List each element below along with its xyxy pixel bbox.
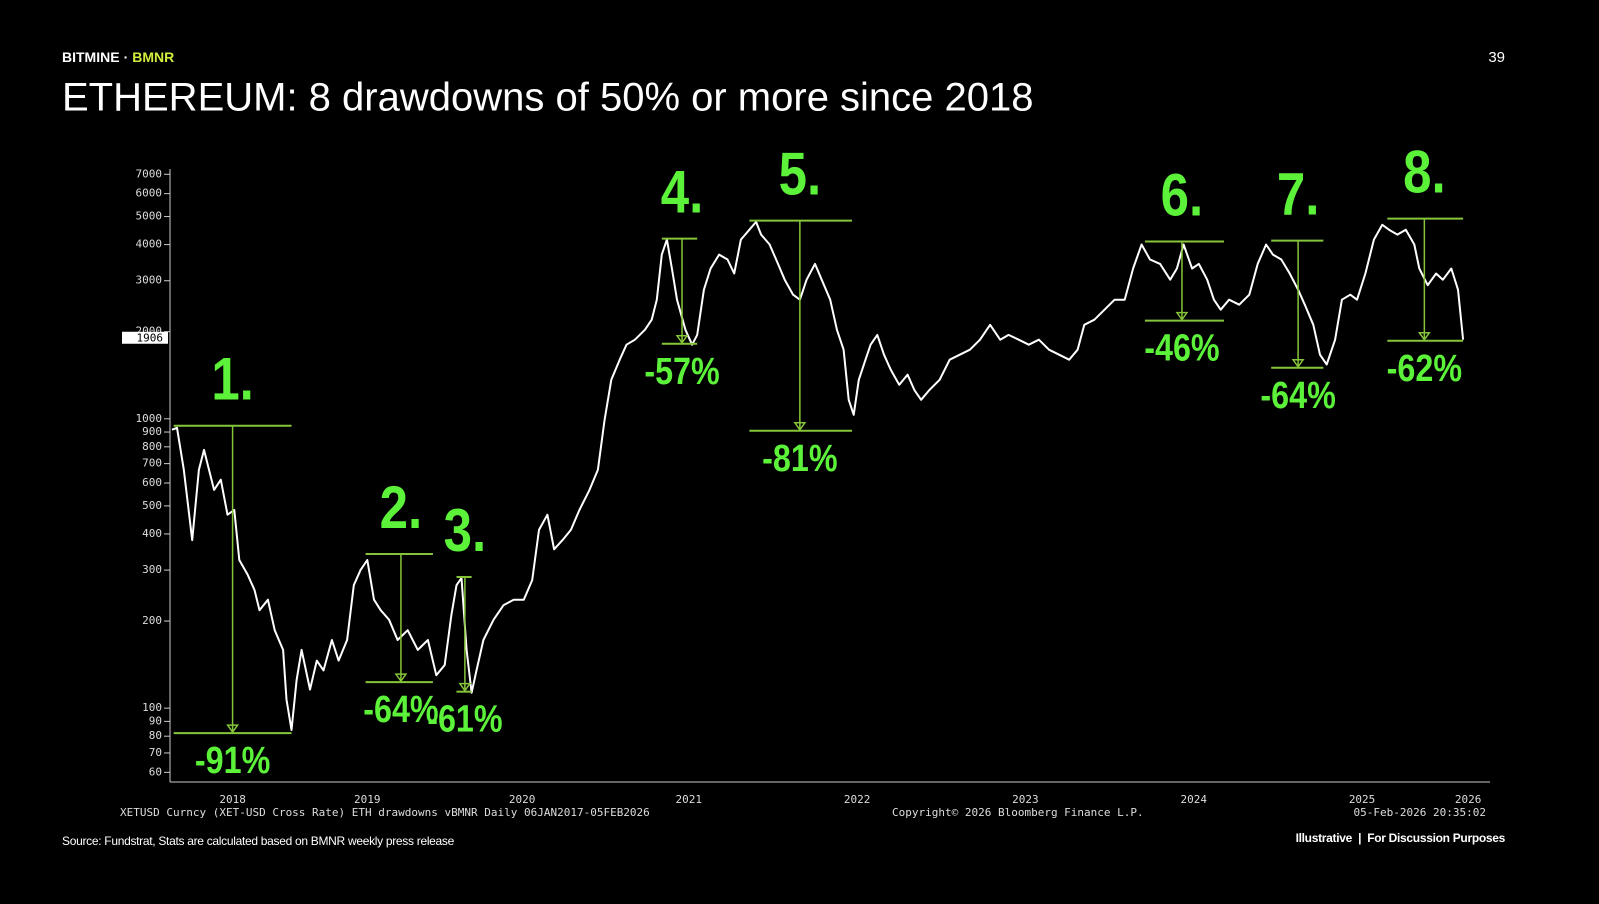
- drawdown-change: -64%: [1260, 374, 1335, 416]
- arrow-head: [1291, 359, 1305, 369]
- y-tick-label: 900: [142, 425, 162, 438]
- x-tick-label: 2019: [354, 793, 381, 806]
- y-tick-label: 7000: [136, 167, 163, 180]
- brand: BITMINE: [62, 49, 120, 65]
- y-tick-label: 4000: [136, 238, 163, 251]
- arrow-head: [458, 682, 472, 692]
- x-tick-label: 2023: [1012, 793, 1039, 806]
- y-tick-label: 700: [142, 457, 162, 470]
- x-tick-label: 2022: [844, 793, 871, 806]
- copyright: Copyright© 2026 Bloomberg Finance L.P.: [892, 806, 1144, 819]
- arrow-head: [394, 673, 408, 683]
- y-tick-label: 300: [142, 563, 162, 576]
- drawdown-number: 2.: [380, 474, 423, 541]
- arrow-head: [793, 422, 807, 432]
- footer-note: Illustrative | For Discussion Purposes: [1296, 831, 1506, 845]
- drawdown-change: -46%: [1144, 327, 1219, 369]
- x-tick-label: 2021: [676, 793, 703, 806]
- drawdown-change: -57%: [644, 350, 719, 392]
- bloomberg-source: XETUSD Curncy (XET-USD Cross Rate) ETH d…: [120, 806, 650, 819]
- y-tick-label: 600: [142, 476, 162, 489]
- drawdown-number: 3.: [444, 497, 487, 564]
- header-brand: BITMINE · BMNR: [62, 49, 174, 65]
- separator: ·: [124, 49, 129, 65]
- arrow-head: [1417, 331, 1431, 342]
- x-tick-label: 2024: [1180, 793, 1207, 806]
- x-tick-label: 2018: [219, 793, 246, 806]
- arrow-head: [1175, 311, 1189, 321]
- y-tick-label: 6000: [136, 187, 163, 200]
- drawdown-change: -61%: [427, 698, 502, 740]
- timestamp: 05-Feb-2026 20:35:02: [1354, 806, 1486, 819]
- y-tick-label: 800: [142, 440, 162, 453]
- x-tick-label: 2026: [1455, 793, 1482, 806]
- drawdown-change: -91%: [195, 740, 270, 782]
- last-price-label: 1906: [137, 332, 164, 345]
- ticker: BMNR: [132, 49, 174, 65]
- y-tick-label: 70: [149, 746, 162, 759]
- y-tick-label: 400: [142, 527, 162, 540]
- page-number: 39: [1488, 49, 1505, 66]
- source: Source: Fundstrat, Stats are calculated …: [62, 834, 455, 848]
- drawdown-number: 4.: [661, 159, 704, 226]
- drawdown-change: -62%: [1387, 347, 1462, 389]
- y-tick-label: 60: [149, 765, 162, 778]
- y-tick-label: 5000: [136, 210, 163, 223]
- drawdown-change: -64%: [363, 689, 438, 731]
- x-tick-label: 2020: [509, 793, 536, 806]
- last-price-tag: [122, 331, 168, 344]
- chart-title: ETHEREUM: 8 drawdowns of 50% or more sin…: [62, 76, 1034, 120]
- drawdown-change: -81%: [762, 437, 837, 479]
- y-tick-label: 3000: [136, 274, 163, 287]
- drawdown-number: 7.: [1277, 161, 1320, 228]
- y-tick-label: 80: [149, 729, 162, 742]
- arrow-head: [226, 724, 240, 734]
- price-line: [171, 220, 1465, 731]
- y-tick-label: 100: [142, 701, 162, 714]
- drawdown-number: 6.: [1161, 161, 1204, 228]
- y-tick-label: 1000: [136, 412, 163, 425]
- y-tick-label: 500: [142, 499, 162, 512]
- x-tick-label: 2025: [1349, 793, 1376, 806]
- drawdown-number: 1.: [211, 346, 254, 413]
- arrow-head: [675, 335, 689, 345]
- y-tick-label: 90: [149, 714, 162, 727]
- drawdown-number: 8.: [1403, 139, 1446, 206]
- drawdown-number: 5.: [779, 141, 822, 208]
- y-tick-label: 200: [142, 614, 162, 627]
